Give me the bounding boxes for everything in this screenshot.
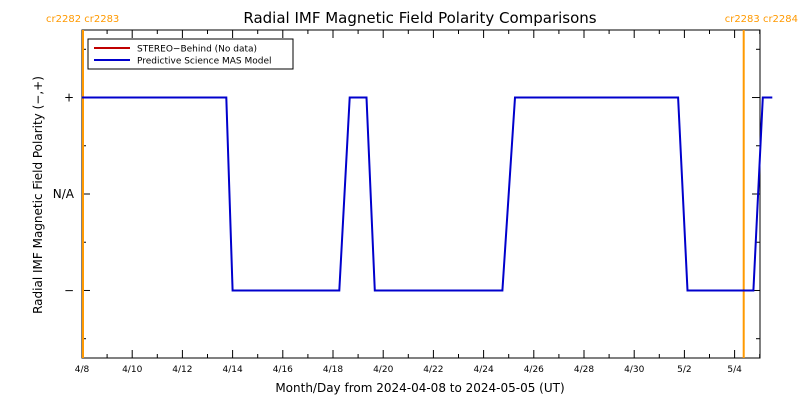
y-tick-label: + [64,91,74,105]
x-tick-label: 4/24 [473,365,493,375]
y-tick-label: N/A [53,187,75,201]
legend-label: Predictive Science MAS Model [137,57,272,67]
x-tick-label: 4/10 [122,365,142,375]
x-tick-label: 4/22 [423,365,443,375]
legend-box [87,38,294,70]
carrington-label-left: cr2282 cr2283 [46,14,119,25]
x-tick-label: 4/12 [172,365,192,375]
x-tick-label: 4/28 [574,365,594,375]
x-tick-label: 4/14 [222,365,242,375]
carrington-layer [82,30,745,358]
x-tick-label: 5/2 [677,365,691,375]
y-axis-label: Radial IMF Magnetic Field Polarity (−,+) [31,76,45,314]
series-layer [82,96,773,292]
legend-label: STEREO−Behind (No data) [137,45,257,55]
x-tick-label: 4/30 [624,365,644,375]
carrington-label-right: cr2283 cr2284 [725,14,798,25]
tick-layer: 4/8 4/10 4/12 4/14 4/16 4/18 4/20 4/22 4/24 4/26 4… [53,30,761,375]
x-tick-label: 4/26 [524,365,544,375]
chart-title: Radial IMF Magnetic Field Polarity Compa… [243,9,596,27]
y-tick-label: − [64,283,74,297]
x-tick-label: 4/8 [75,365,90,375]
series-line-mas-model [82,96,773,292]
x-tick-label: 4/20 [373,365,393,375]
x-tick-label: 4/18 [323,365,343,375]
x-axis-label: Month/Day from 2024-04-08 to 2024-05-05 … [275,381,564,395]
x-tick-label: 4/16 [273,365,293,375]
x-tick-label: 5/4 [727,365,742,375]
legend: STEREO−Behind (No data) Predictive Scienc… [87,38,294,70]
